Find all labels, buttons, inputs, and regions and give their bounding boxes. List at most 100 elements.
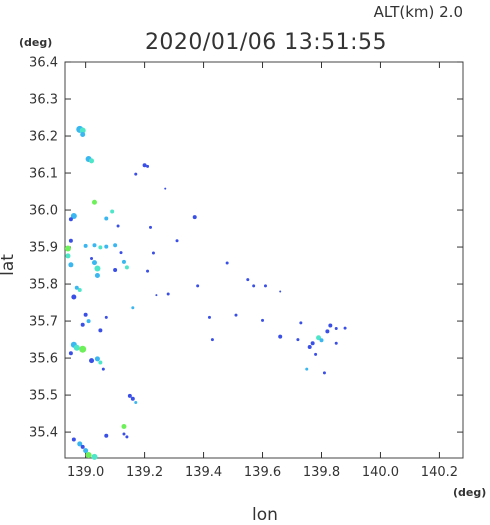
scatter-point <box>68 217 73 222</box>
scatter-point <box>164 187 167 190</box>
scatter-point <box>125 435 129 439</box>
x-unit-label: (deg) <box>453 486 486 499</box>
scatter-point <box>64 245 71 252</box>
scatter-point <box>80 132 86 138</box>
y-tick-label: 36.4 <box>29 56 58 71</box>
scatter-point <box>210 338 214 342</box>
chart-subtitle: ALT(km) 2.0 <box>374 3 463 21</box>
scatter-point <box>89 158 95 164</box>
scatter-point <box>328 323 333 328</box>
scatter-point <box>316 335 322 341</box>
scatter-point <box>119 251 123 255</box>
scatter-point <box>68 351 73 356</box>
scatter-point <box>319 338 324 343</box>
scatter-point <box>225 261 229 265</box>
scatter-point <box>305 367 309 371</box>
scatter-point <box>121 424 127 430</box>
x-tick-label: 139.6 <box>244 465 281 480</box>
scatter-point <box>94 273 100 279</box>
scatter-point <box>234 313 238 317</box>
scatter-point <box>68 262 74 268</box>
scatter-point <box>310 341 315 346</box>
scatter-point <box>79 127 86 134</box>
scatter-point <box>122 432 126 436</box>
scatter-point <box>134 400 138 404</box>
y-tick-label: 35.4 <box>29 426 58 441</box>
scatter-point <box>94 356 100 362</box>
scatter-point <box>83 243 88 248</box>
scatter-point <box>334 326 338 330</box>
x-axis-label: lon <box>252 505 278 521</box>
x-tick-label: 140.2 <box>421 465 458 480</box>
chart-title: 2020/01/06 13:51:55 <box>145 30 387 55</box>
scatter-point <box>98 328 103 333</box>
y-unit-label: (deg) <box>19 36 52 49</box>
scatter-point <box>73 344 80 351</box>
scatter-point <box>86 319 91 324</box>
y-tick-label: 35.5 <box>29 389 58 404</box>
scatter-point <box>307 344 312 349</box>
scatter-point <box>325 329 330 334</box>
x-tick-label: 139.8 <box>303 465 340 480</box>
scatter-point <box>278 334 283 339</box>
scatter-point <box>146 269 150 273</box>
scatter-point <box>77 287 82 292</box>
x-tick-label: 139.0 <box>67 465 104 480</box>
scatter-point <box>71 437 76 442</box>
scatter-point <box>85 452 92 459</box>
scatter-point <box>79 345 87 353</box>
scatter-point <box>91 199 97 205</box>
scatter-point <box>104 216 109 221</box>
scatter-point <box>142 163 147 168</box>
scatter-point <box>134 172 138 176</box>
scatter-point <box>110 209 115 214</box>
scatter-point <box>116 224 120 228</box>
scatter-point <box>263 284 267 288</box>
scatter-point <box>91 453 98 460</box>
scatter-point <box>207 315 211 319</box>
x-tick-label: 140.0 <box>362 465 399 480</box>
scatter-point <box>175 239 179 243</box>
x-tick-label: 139.4 <box>185 465 222 480</box>
plot-frame <box>64 61 464 459</box>
scatter-point <box>130 396 135 401</box>
y-axis-label: lat <box>0 254 18 276</box>
scatter-point <box>77 441 83 447</box>
scatter-point <box>70 212 77 219</box>
scatter-point <box>155 294 158 297</box>
scatter-point <box>89 358 95 364</box>
scatter-point <box>83 312 88 317</box>
scatter-point <box>146 164 150 168</box>
scatter-point <box>104 315 108 319</box>
y-tick-label: 35.8 <box>29 278 58 293</box>
x-tick-label: 139.2 <box>126 465 163 480</box>
scatter-point <box>80 322 85 327</box>
scatter-point <box>68 238 73 243</box>
scatter-point <box>246 278 250 282</box>
scatter-point <box>101 367 105 371</box>
scatter-point <box>98 245 103 250</box>
scatter-point <box>314 352 318 356</box>
scatter-point <box>131 306 135 310</box>
y-tick-label: 35.6 <box>29 352 58 367</box>
scatter-point <box>113 267 118 272</box>
scatter-point <box>151 251 155 255</box>
scatter-point <box>80 444 85 449</box>
scatter-point <box>127 393 132 398</box>
scatter-point <box>124 265 129 270</box>
scatter-point <box>74 285 79 290</box>
scatter-point <box>98 360 103 365</box>
scatter-point <box>192 215 197 220</box>
scatter-point <box>121 259 126 264</box>
scatter-point <box>196 284 200 288</box>
scatter-point <box>65 253 71 259</box>
y-tick-label: 36.0 <box>29 204 58 219</box>
scatter-point <box>261 318 265 322</box>
scatter-point <box>279 290 282 293</box>
scatter-point <box>113 243 118 248</box>
scatter-point <box>299 321 303 325</box>
scatter-point <box>104 433 109 438</box>
scatter-point <box>71 294 77 300</box>
